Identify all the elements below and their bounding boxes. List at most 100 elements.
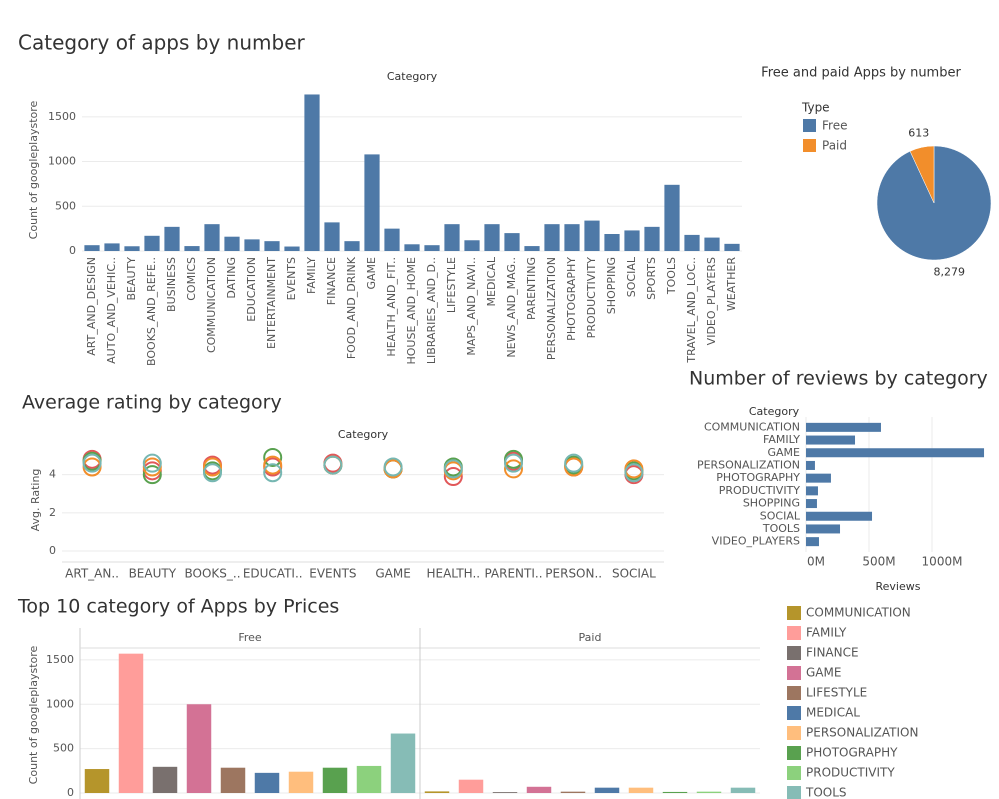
- legend-label: LIFESTYLE: [806, 686, 867, 700]
- bar: [624, 230, 640, 251]
- point: [142, 453, 162, 473]
- y-tick-label: 0: [69, 244, 76, 257]
- point: [443, 459, 463, 479]
- x-tick-label: SHOPPING: [605, 257, 618, 314]
- y-axis-label: Avg. Rating: [29, 469, 42, 532]
- y-tick-label: SOCIAL: [760, 509, 801, 522]
- point: [443, 467, 463, 487]
- point: [504, 459, 523, 479]
- bar: [704, 237, 720, 251]
- bar: [526, 786, 552, 793]
- point: [142, 465, 162, 485]
- legend-swatch: [803, 119, 816, 132]
- x-tick-label: BEAUTY: [129, 567, 177, 581]
- bar: [604, 234, 620, 251]
- pie-slice: [909, 145, 935, 204]
- y-tick-label: PRODUCTIVITY: [719, 484, 801, 497]
- y-tick-label: 1500: [48, 110, 76, 123]
- x-tick-label: COMMUNICATION: [205, 257, 218, 353]
- x-tick-label: 1000M: [922, 555, 963, 569]
- bar: [484, 224, 500, 251]
- bar: [324, 222, 340, 251]
- legend-swatch: [787, 786, 801, 799]
- x-tick-label: SOCIAL: [612, 567, 656, 581]
- x-tick-label: ART_AN..: [65, 567, 119, 581]
- x-axis-label: Reviews: [876, 580, 921, 593]
- bar: [164, 226, 180, 251]
- point: [203, 457, 222, 477]
- x-tick-label: EVENTS: [285, 257, 298, 300]
- legend-swatch: [787, 646, 801, 660]
- bar: [186, 704, 212, 793]
- bar: [806, 537, 819, 547]
- bar: [224, 236, 240, 251]
- bar: [504, 233, 520, 251]
- x-tick-label: DATING: [225, 257, 238, 299]
- bar: [594, 787, 620, 793]
- y-tick-label: PERSONALIZATION: [697, 458, 800, 471]
- bar: [584, 220, 600, 251]
- x-tick-label: SPORTS: [645, 257, 658, 300]
- bar: [560, 791, 586, 793]
- point: [504, 453, 523, 473]
- x-tick-label: LIBRARIES_AND_D..: [425, 257, 438, 364]
- y-tick-label: SHOPPING: [743, 497, 800, 510]
- y-tick-label: VIDEO_PLAYERS: [712, 535, 800, 548]
- x-tick-label: PHOTOGRAPHY: [565, 257, 578, 341]
- facet-header: Paid: [579, 631, 602, 644]
- y-axis-label: Count of googleplaystore: [27, 645, 40, 784]
- bar: [644, 226, 660, 251]
- x-tick-label: EDUCATI..: [243, 567, 303, 581]
- point: [263, 447, 283, 467]
- x-tick-label: TRAVEL_AND_LOC..: [685, 257, 698, 364]
- point: [203, 463, 222, 483]
- x-tick-label: 0M: [807, 555, 825, 569]
- bar: [118, 653, 144, 793]
- x-tick-label: 500M: [862, 555, 895, 569]
- bar: [524, 246, 540, 251]
- chart-title: Category of apps by number: [18, 31, 305, 55]
- bar: [724, 243, 740, 251]
- legend-label: PERSONALIZATION: [806, 726, 918, 740]
- legend-swatch: [787, 706, 801, 720]
- legend-swatch: [803, 139, 816, 152]
- bar: [628, 787, 654, 793]
- point: [323, 455, 343, 475]
- bar: [322, 767, 348, 793]
- bar: [806, 524, 841, 534]
- y-tick-label: 2: [49, 506, 56, 519]
- bar: [664, 184, 680, 251]
- bar: [254, 772, 280, 793]
- bar: [220, 767, 246, 793]
- bar: [264, 241, 280, 251]
- x-tick-label: BOOKS_..: [184, 567, 240, 581]
- y-tick-label: 1500: [46, 653, 74, 666]
- x-tick-label: PERSONALIZATION: [545, 257, 558, 360]
- y-tick-label: 4: [49, 468, 56, 481]
- point: [263, 463, 283, 483]
- legend-swatch: [787, 726, 801, 740]
- value-label: 613: [908, 127, 929, 140]
- bar: [424, 245, 440, 251]
- y-tick-label: TOOLS: [762, 522, 800, 535]
- x-tick-label: WEATHER: [725, 257, 738, 311]
- legend-label: PRODUCTIVITY: [806, 766, 895, 780]
- y-tick-label: PHOTOGRAPHY: [716, 471, 800, 484]
- y-tick-label: FAMILY: [763, 433, 800, 446]
- bar: [662, 791, 688, 793]
- point: [82, 453, 102, 473]
- x-tick-label: ENTERTAINMENT: [265, 257, 278, 349]
- x-tick-label: BOOKS_AND_REFE..: [145, 257, 158, 366]
- x-tick-label: HOUSE_AND_HOME: [405, 257, 418, 365]
- x-tick-label: FOOD_AND_DRINK: [345, 256, 358, 359]
- x-tick-label: COMICS: [185, 257, 198, 301]
- legend-label: FINANCE: [806, 646, 859, 660]
- y-tick-label: COMMUNICATION: [704, 420, 800, 433]
- legend-label: COMMUNICATION: [806, 606, 911, 620]
- bar: [364, 154, 380, 251]
- bar: [806, 460, 815, 470]
- value-label: 8,279: [934, 265, 966, 278]
- header: Category: [338, 428, 389, 441]
- legend-label: TOOLS: [805, 786, 847, 799]
- bar: [384, 228, 400, 251]
